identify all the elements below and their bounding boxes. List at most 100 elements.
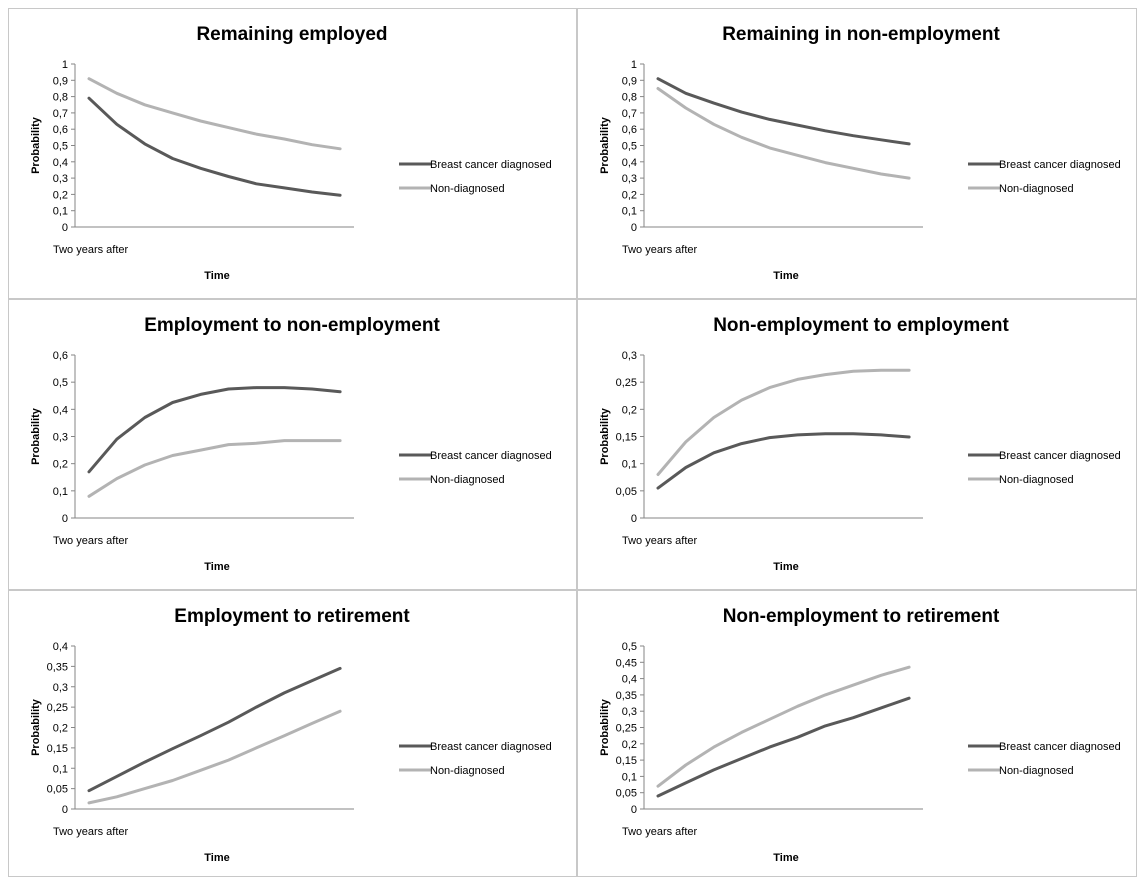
legend-label: Breast cancer diagnosed xyxy=(999,741,1121,753)
y-tick-label: 0,6 xyxy=(622,124,637,136)
y-tick-label: 0,4 xyxy=(53,641,68,653)
y-tick-label: 0,5 xyxy=(53,377,68,389)
chart-title: Employment to retirement xyxy=(174,606,410,627)
y-tick-label: 0,3 xyxy=(622,706,637,718)
series-line xyxy=(656,665,911,788)
y-axis-title: Probability xyxy=(599,407,611,465)
legend-label: Non-diagnosed xyxy=(999,765,1074,777)
y-tick-label: 0 xyxy=(62,804,68,816)
chart-panel: Employment to retirement 0 0,05 0,1 0,15 0,2 0… xyxy=(8,590,577,877)
series-line xyxy=(656,432,911,490)
y-tick-label: 0,15 xyxy=(616,432,637,444)
chart-title: Employment to non-employment xyxy=(144,315,440,336)
y-tick-label: 0 xyxy=(631,513,637,525)
y-tick-label: 0,15 xyxy=(616,755,637,767)
legend-label: Breast cancer diagnosed xyxy=(999,450,1121,462)
chart-svg: Non-employment to retirement 0 0,05 0,1 0,15… xyxy=(599,606,1121,864)
y-axis-title: Probability xyxy=(30,407,42,465)
x-tick-label: Two years after xyxy=(53,535,129,547)
series-line xyxy=(656,77,911,146)
y-tick-label: 0,1 xyxy=(53,486,68,498)
x-tick-label: Two years after xyxy=(53,826,129,838)
y-tick-label: 0,4 xyxy=(622,674,637,686)
y-tick-label: 0,35 xyxy=(616,690,637,702)
chart-panel: Non-employment to employment 0 0,05 0,1 0,15… xyxy=(577,299,1137,590)
y-tick-label: 0,3 xyxy=(53,173,68,185)
legend-label: Breast cancer diagnosed xyxy=(430,741,552,753)
y-tick-label: 0,25 xyxy=(616,723,637,735)
y-tick-label: 1 xyxy=(62,59,68,71)
y-tick-label: 0 xyxy=(62,222,68,234)
y-tick-label: 0,7 xyxy=(622,108,637,120)
series-line xyxy=(87,439,342,498)
legend-label: Breast cancer diagnosed xyxy=(430,159,552,171)
series-line xyxy=(656,696,911,798)
y-tick-label: 0,4 xyxy=(53,404,68,416)
y-tick-label: 0,2 xyxy=(622,739,637,751)
legend-label: Non-diagnosed xyxy=(430,765,505,777)
series-line xyxy=(87,666,342,793)
y-tick-label: 0,2 xyxy=(53,459,68,471)
y-tick-label: 0,3 xyxy=(622,173,637,185)
x-tick-label: Two years after xyxy=(622,244,698,256)
chart-panel: Employment to non-employment 0 0,1 0,2 0,3 0,… xyxy=(8,299,577,590)
chart-svg: Non-employment to employment 0 0,05 0,1 0,15… xyxy=(599,315,1121,573)
y-tick-label: 0,4 xyxy=(622,157,637,169)
y-tick-label: 0,3 xyxy=(622,350,637,362)
legend-label: Non-diagnosed xyxy=(430,183,505,195)
y-tick-label: 0,05 xyxy=(616,486,637,498)
series-line xyxy=(656,87,911,180)
y-tick-label: 0,45 xyxy=(616,657,637,669)
y-axis-title: Probability xyxy=(599,116,611,174)
y-tick-label: 0,2 xyxy=(53,723,68,735)
y-tick-label: 0,6 xyxy=(53,124,68,136)
x-axis-title: Time xyxy=(773,270,798,282)
legend-label: Non-diagnosed xyxy=(999,183,1074,195)
x-tick-label: Two years after xyxy=(622,826,698,838)
x-tick-label: Two years after xyxy=(53,244,129,256)
y-tick-label: 0 xyxy=(631,804,637,816)
chart-panel: Remaining employed 0 0,1 0,2 0,3 0,4 0,5 0,6 0,7… xyxy=(8,8,577,299)
y-tick-label: 0,1 xyxy=(622,206,637,218)
chart-svg: Employment to non-employment 0 0,1 0,2 0,3 0,… xyxy=(30,315,552,573)
chart-panel: Remaining in non-employment 0 0,1 0,2 0,3 0,4… xyxy=(577,8,1137,299)
y-axis-title: Probability xyxy=(30,116,42,174)
y-tick-label: 0,1 xyxy=(622,771,637,783)
chart-title: Non-employment to retirement xyxy=(723,606,1000,627)
chart-title: Remaining in non-employment xyxy=(722,24,1000,45)
x-axis-title: Time xyxy=(773,561,798,573)
y-tick-label: 0,15 xyxy=(47,743,68,755)
y-tick-label: 0,35 xyxy=(47,661,68,673)
legend-label: Non-diagnosed xyxy=(430,474,505,486)
x-axis-title: Time xyxy=(204,852,229,864)
y-tick-label: 0,3 xyxy=(53,682,68,694)
chart-svg: Remaining employed 0 0,1 0,2 0,3 0,4 0,5 0,6 0,7… xyxy=(30,24,552,282)
y-tick-label: 0,05 xyxy=(616,788,637,800)
y-tick-label: 1 xyxy=(631,59,637,71)
y-tick-label: 0,1 xyxy=(53,763,68,775)
y-tick-label: 0,2 xyxy=(622,404,637,416)
y-tick-label: 0,4 xyxy=(53,157,68,169)
x-axis-title: Time xyxy=(204,561,229,573)
chart-title: Remaining employed xyxy=(196,24,387,45)
y-tick-label: 0,8 xyxy=(622,92,637,104)
y-tick-label: 0,5 xyxy=(622,641,637,653)
series-line xyxy=(87,709,342,805)
y-axis-title: Probability xyxy=(30,698,42,756)
y-tick-label: 0,1 xyxy=(53,206,68,218)
legend-label: Breast cancer diagnosed xyxy=(999,159,1121,171)
series-line xyxy=(656,368,911,476)
y-tick-label: 0,2 xyxy=(622,189,637,201)
x-axis-title: Time xyxy=(204,270,229,282)
chart-panel: Non-employment to retirement 0 0,05 0,1 0,15… xyxy=(577,590,1137,877)
chart-svg: Employment to retirement 0 0,05 0,1 0,15 0,2 0… xyxy=(30,606,552,864)
y-tick-label: 0,6 xyxy=(53,350,68,362)
y-tick-label: 0 xyxy=(631,222,637,234)
y-tick-label: 0,25 xyxy=(47,702,68,714)
series-line xyxy=(87,77,342,151)
series-line xyxy=(87,386,342,474)
x-axis-title: Time xyxy=(773,852,798,864)
y-tick-label: 0,7 xyxy=(53,108,68,120)
series-line xyxy=(87,96,342,197)
